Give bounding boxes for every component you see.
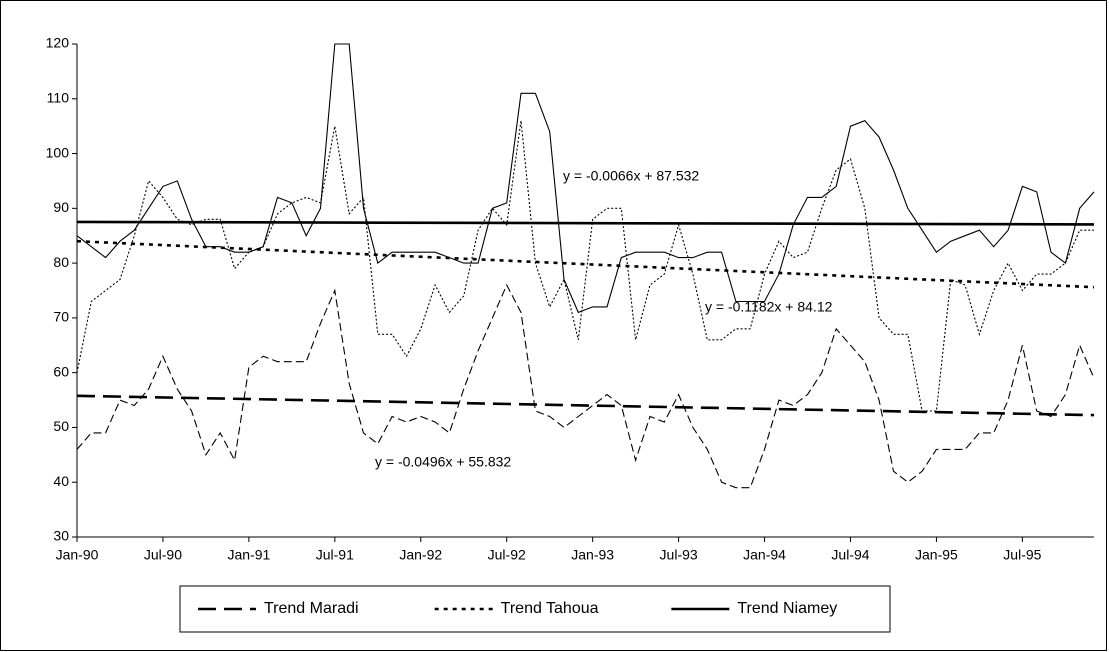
legend-label: Trend Maradi xyxy=(264,600,359,617)
y-tick-label: 120 xyxy=(46,35,70,51)
x-tick-label: Jan-93 xyxy=(571,547,614,563)
y-tick-label: 100 xyxy=(46,144,70,160)
data-line xyxy=(76,43,1095,314)
y-tick-label: 70 xyxy=(53,309,69,325)
x-tick-label: Jul-95 xyxy=(1003,547,1041,563)
y-tick-label: 90 xyxy=(53,199,69,215)
x-tick-label: Jan-91 xyxy=(227,547,270,563)
data-line xyxy=(76,120,1094,412)
x-tick-label: Jan-95 xyxy=(915,547,958,563)
x-tick-label: Jul-90 xyxy=(144,547,182,563)
trend-equation: y = -0.1182x + 84.12 xyxy=(705,299,833,315)
x-tick-label: Jan-90 xyxy=(56,547,99,563)
y-tick-label: 50 xyxy=(53,418,69,434)
y-tick-label: 60 xyxy=(53,363,69,379)
y-tick-label: 110 xyxy=(47,89,70,105)
trend-equation: y = -0.0496x + 55.832 xyxy=(375,454,511,470)
trend-line xyxy=(76,220,1095,226)
x-tick-label: Jan-94 xyxy=(743,547,786,563)
x-tick-label: Jul-93 xyxy=(660,547,698,563)
trend-line xyxy=(76,394,1095,417)
x-tick-label: Jul-92 xyxy=(488,547,526,563)
legend-box xyxy=(179,585,891,633)
x-tick-label: Jul-91 xyxy=(316,547,354,563)
legend-label: Trend Tahoua xyxy=(501,600,599,617)
y-tick-label: 30 xyxy=(53,528,69,544)
x-tick-label: Jan-92 xyxy=(399,547,442,563)
legend-label: Trend Niamey xyxy=(737,600,837,617)
y-tick-label: 40 xyxy=(53,473,69,489)
trend-equation: y = -0.0066x + 87.532 xyxy=(563,168,699,184)
trend-line xyxy=(76,239,1095,289)
y-tick-label: 80 xyxy=(53,254,69,270)
x-tick-label: Jul-94 xyxy=(831,547,869,563)
data-line xyxy=(76,283,1095,489)
